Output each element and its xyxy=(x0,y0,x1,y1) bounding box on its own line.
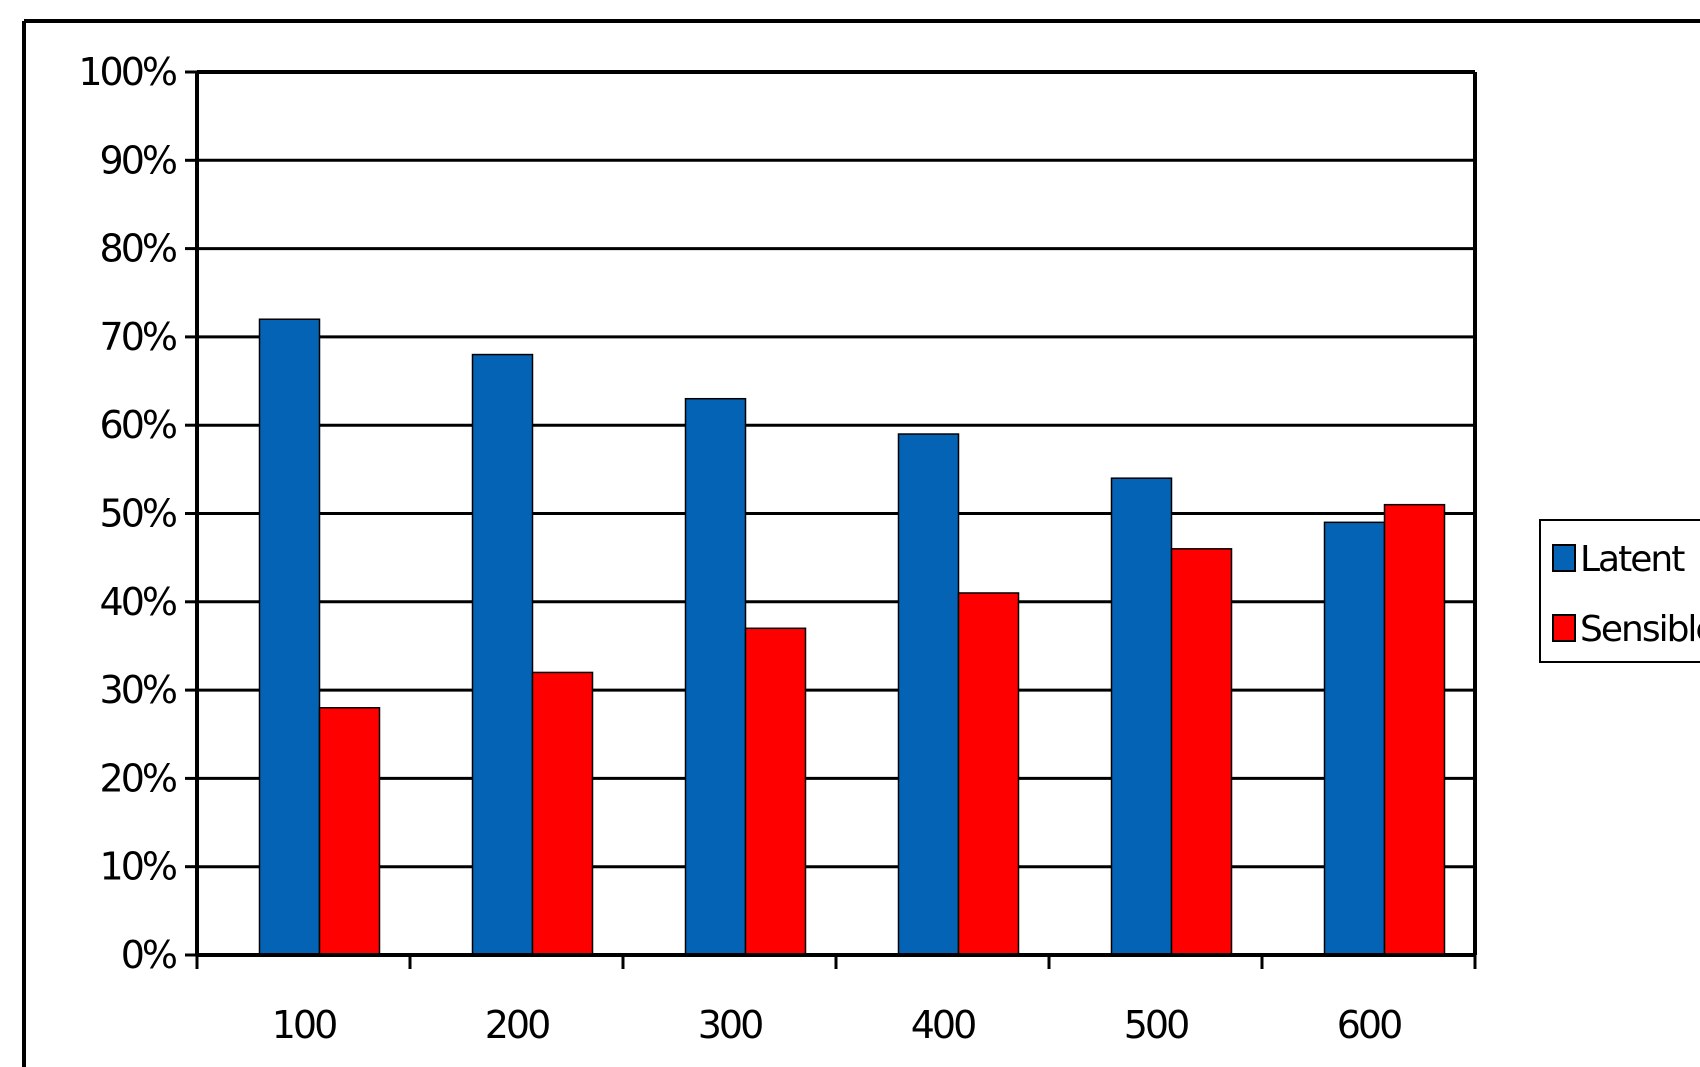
legend-swatch-sensible xyxy=(1552,614,1576,642)
y-tick-label: 30% xyxy=(100,668,177,712)
legend: Latent Sensible xyxy=(1539,519,1700,663)
x-tick-label: 600 xyxy=(1337,1003,1401,1047)
bars xyxy=(258,318,1446,956)
y-tick-label: 0% xyxy=(121,933,177,977)
bar-sensible-300 xyxy=(744,627,807,956)
y-tick-label: 20% xyxy=(100,756,177,800)
bar-latent-300 xyxy=(684,397,747,956)
bar-sensible-500 xyxy=(1170,548,1233,956)
gridlines xyxy=(197,70,1475,869)
y-tick-labels: 0% 10% 20% 30% 40% 50% 60% 70% 80% 90% 100% xyxy=(78,50,180,977)
bar-latent-100 xyxy=(258,318,321,956)
bar-latent-400 xyxy=(897,433,960,956)
y-tick-label: 10% xyxy=(100,845,177,889)
x-tick-label: 400 xyxy=(911,1003,975,1047)
bar-latent-500 xyxy=(1110,477,1173,956)
y-tick-label: 40% xyxy=(100,580,177,624)
bar-sensible-400 xyxy=(957,592,1020,956)
y-tick-label: 50% xyxy=(100,492,177,536)
x-tick-label: 200 xyxy=(485,1003,549,1047)
x-tick-label: 100 xyxy=(272,1003,336,1047)
y-tick-label: 60% xyxy=(100,403,177,447)
axes xyxy=(185,70,1477,969)
x-tick-labels: 100 200 300 400 500 600 xyxy=(272,1003,1404,1047)
legend-swatch-latent xyxy=(1552,544,1576,572)
legend-label-sensible: Sensible xyxy=(1580,609,1700,650)
bar-sensible-600 xyxy=(1383,503,1446,956)
x-tick-label: 300 xyxy=(698,1003,762,1047)
y-tick-label: 70% xyxy=(100,315,177,359)
bar-latent-600 xyxy=(1323,521,1386,956)
x-tick-label: 500 xyxy=(1124,1003,1188,1047)
bar-sensible-200 xyxy=(531,671,594,956)
y-tick-label: 90% xyxy=(100,138,177,182)
chart-frame xyxy=(22,19,1700,1067)
legend-label-latent: Latent xyxy=(1580,539,1685,580)
y-tick-label: 100% xyxy=(78,50,177,94)
bar-sensible-100 xyxy=(318,707,381,956)
bar-latent-200 xyxy=(471,353,534,956)
y-tick-label: 80% xyxy=(100,227,177,271)
